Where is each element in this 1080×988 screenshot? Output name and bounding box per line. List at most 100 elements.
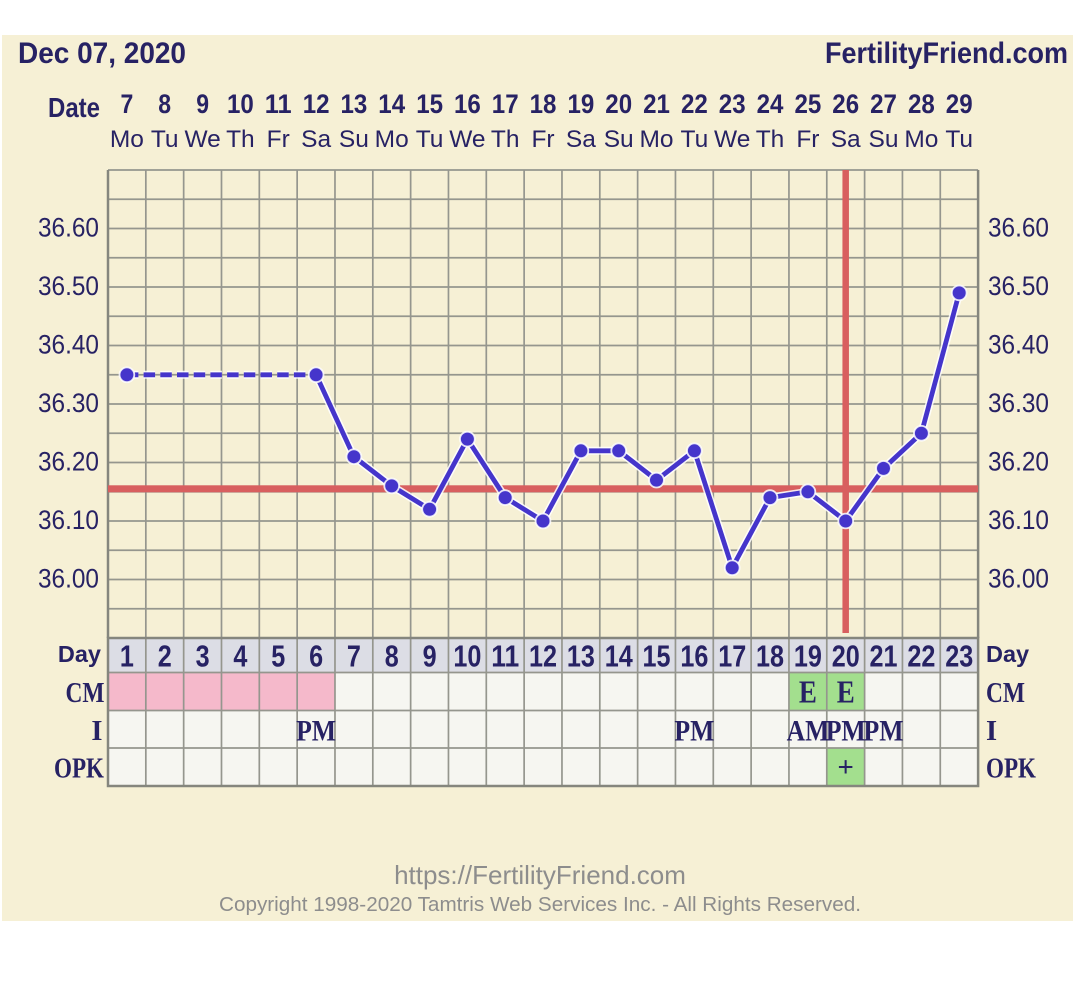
svg-text:14: 14	[605, 639, 634, 674]
svg-text:Fr: Fr	[796, 126, 819, 153]
svg-text:24: 24	[757, 89, 784, 119]
svg-text:CM: CM	[986, 678, 1025, 709]
svg-text:Sa: Sa	[566, 126, 596, 153]
svg-text:11: 11	[491, 639, 519, 674]
svg-text:36.20: 36.20	[38, 447, 99, 477]
svg-text:AM: AM	[787, 715, 830, 748]
svg-text:20: 20	[605, 89, 632, 119]
svg-text:Day: Day	[986, 641, 1029, 667]
svg-text:10: 10	[227, 89, 254, 119]
svg-text:1: 1	[120, 639, 134, 674]
svg-text:18: 18	[530, 89, 557, 119]
svg-text:36.50: 36.50	[38, 271, 99, 301]
svg-text:7: 7	[347, 639, 361, 674]
svg-text:Th: Th	[491, 126, 520, 153]
svg-text:22: 22	[681, 89, 708, 119]
svg-text:16: 16	[454, 89, 481, 119]
svg-text:8: 8	[158, 89, 171, 119]
svg-text:Tu: Tu	[945, 126, 973, 153]
svg-text:Th: Th	[756, 126, 785, 153]
svg-text:PM: PM	[674, 715, 714, 748]
svg-text:36.30: 36.30	[988, 388, 1049, 418]
svg-text:36.00: 36.00	[988, 564, 1049, 594]
svg-text:21: 21	[643, 89, 670, 119]
svg-text:19: 19	[568, 89, 595, 119]
svg-text:Mo: Mo	[375, 126, 409, 153]
svg-text:Tu: Tu	[416, 126, 444, 153]
svg-text:29: 29	[946, 89, 973, 119]
svg-text:Mo: Mo	[904, 126, 938, 153]
svg-text:CM: CM	[66, 678, 105, 709]
svg-text:36.10: 36.10	[38, 505, 99, 535]
svg-text:36.40: 36.40	[988, 330, 1049, 360]
svg-text:PM: PM	[826, 715, 866, 748]
svg-text:26: 26	[832, 89, 859, 119]
svg-text:E: E	[837, 674, 855, 710]
svg-text:28: 28	[908, 89, 935, 119]
svg-text:36.10: 36.10	[988, 505, 1049, 535]
svg-text:18: 18	[756, 639, 784, 674]
svg-text:https://FertilityFriend.com: https://FertilityFriend.com	[394, 860, 686, 890]
svg-text:Day: Day	[58, 641, 101, 667]
svg-text:Mo: Mo	[110, 126, 144, 153]
svg-text:36.40: 36.40	[38, 330, 99, 360]
svg-text:We: We	[449, 126, 485, 153]
svg-text:Fr: Fr	[531, 126, 554, 153]
svg-text:I: I	[986, 716, 997, 747]
svg-text:5: 5	[271, 639, 285, 674]
svg-text:Tu: Tu	[681, 126, 709, 153]
svg-text:36.30: 36.30	[38, 388, 99, 418]
svg-text:17: 17	[718, 639, 746, 674]
svg-text:2: 2	[158, 639, 172, 674]
svg-text:Su: Su	[339, 126, 369, 153]
svg-text:Fr: Fr	[267, 126, 290, 153]
svg-text:12: 12	[529, 639, 557, 674]
svg-text:OPK: OPK	[54, 754, 104, 785]
svg-text:16: 16	[680, 639, 708, 674]
svg-text:23: 23	[945, 639, 973, 674]
svg-text:36.60: 36.60	[988, 213, 1049, 243]
svg-text:Date: Date	[48, 92, 100, 123]
svg-text:21: 21	[870, 639, 898, 674]
svg-text:10: 10	[453, 639, 481, 674]
svg-text:7: 7	[121, 89, 134, 119]
svg-text:Copyright 1998-2020 Tamtris We: Copyright 1998-2020 Tamtris Web Services…	[219, 893, 861, 916]
svg-text:36.50: 36.50	[988, 271, 1049, 301]
svg-text:4: 4	[233, 639, 248, 674]
svg-text:Dec 07, 2020: Dec 07, 2020	[18, 37, 186, 70]
svg-text:Su: Su	[869, 126, 899, 153]
svg-text:We: We	[184, 126, 220, 153]
svg-text:15: 15	[643, 639, 671, 674]
svg-text:36.00: 36.00	[38, 564, 99, 594]
svg-text:We: We	[714, 126, 750, 153]
svg-text:+: +	[837, 752, 854, 784]
svg-text:FertilityFriend.com: FertilityFriend.com	[825, 37, 1068, 70]
svg-text:Tu: Tu	[151, 126, 179, 153]
svg-text:Su: Su	[604, 126, 634, 153]
svg-text:PM: PM	[296, 715, 336, 748]
svg-text:11: 11	[265, 89, 292, 119]
svg-text:9: 9	[423, 639, 437, 674]
svg-text:I: I	[91, 716, 102, 747]
svg-text:13: 13	[341, 89, 368, 119]
svg-text:19: 19	[794, 639, 822, 674]
svg-text:36.60: 36.60	[38, 213, 99, 243]
svg-text:3: 3	[196, 639, 210, 674]
svg-text:9: 9	[196, 89, 209, 119]
svg-text:6: 6	[309, 639, 323, 674]
svg-text:20: 20	[832, 639, 860, 674]
svg-text:27: 27	[870, 89, 897, 119]
svg-text:36.20: 36.20	[988, 447, 1049, 477]
svg-text:E: E	[799, 674, 817, 710]
svg-text:12: 12	[303, 89, 330, 119]
svg-text:13: 13	[567, 639, 595, 674]
svg-text:OPK: OPK	[986, 754, 1036, 785]
svg-text:8: 8	[385, 639, 399, 674]
svg-text:14: 14	[378, 89, 405, 119]
svg-text:15: 15	[416, 89, 443, 119]
svg-text:17: 17	[492, 89, 519, 119]
svg-text:Mo: Mo	[639, 126, 673, 153]
svg-text:PM: PM	[864, 715, 904, 748]
svg-text:Sa: Sa	[831, 126, 861, 153]
svg-text:25: 25	[795, 89, 822, 119]
